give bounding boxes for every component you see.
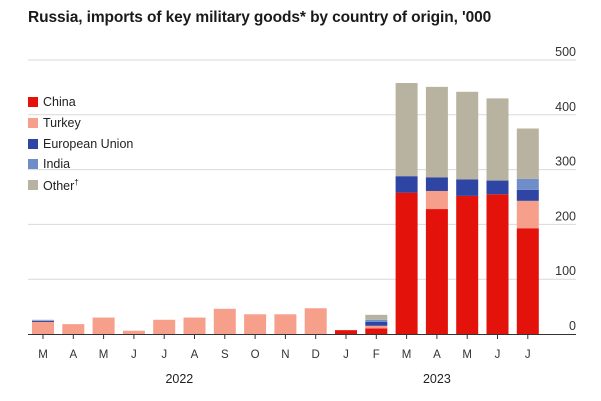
bar-segment [365, 325, 388, 329]
year-label: 2023 [423, 372, 451, 386]
legend-swatch [28, 97, 38, 108]
x-tick-label: D [312, 349, 320, 361]
x-tick-label: O [251, 349, 260, 361]
bar-segment [425, 86, 448, 178]
bar-segment [213, 308, 236, 334]
legend-swatch [28, 180, 38, 191]
x-tick-label: M [38, 349, 48, 361]
legend-label: Other† [43, 177, 79, 193]
bar-segment [425, 177, 448, 191]
x-tick-label: J [525, 349, 531, 361]
bar-segment [425, 209, 448, 334]
bar-segment [153, 319, 176, 334]
legend-swatch [28, 138, 38, 149]
bar-segment [365, 314, 388, 320]
x-tick-label: N [281, 349, 289, 361]
legend-item: China [28, 92, 133, 113]
bar-segment [32, 321, 54, 334]
x-tick-label: J [495, 349, 501, 361]
bar-segment [516, 178, 539, 190]
bar-segment [32, 319, 54, 321]
legend-label: Turkey [43, 116, 81, 131]
chart-title: Russia, imports of key military goods* b… [28, 9, 492, 26]
bar-segment [456, 179, 479, 196]
bar-segment [395, 192, 418, 334]
bar-segment [244, 314, 267, 334]
bar-segment [486, 98, 509, 181]
y-tick-label: 300 [555, 155, 576, 169]
bar-segment [395, 176, 418, 193]
bar-segment [486, 194, 509, 334]
legend-item: Other† [28, 175, 133, 196]
bar-segment [395, 83, 418, 177]
legend-item: European Union [28, 133, 133, 154]
bar-segment [425, 190, 448, 210]
y-tick-label: 0 [569, 319, 576, 333]
y-tick-label: 500 [555, 45, 576, 59]
bar-segment [92, 317, 115, 334]
bar-segment [456, 195, 479, 334]
legend: China Turkey European Union India Other† [28, 92, 133, 195]
bar-segment [274, 314, 297, 334]
bar-segment [32, 320, 54, 322]
bar-segment [62, 324, 85, 334]
legend-label: European Union [43, 136, 134, 151]
y-tick-labels: 0 100 200 300 400 500 [555, 45, 576, 333]
bar-segment [365, 319, 388, 322]
x-tick-label: J [161, 349, 167, 361]
bar-segment [486, 180, 509, 195]
x-tick-label: A [191, 349, 199, 361]
legend-item: India [28, 154, 133, 175]
bar-segment [516, 228, 539, 334]
x-axis [28, 334, 576, 339]
legend-swatch [28, 118, 38, 129]
x-tick-label: M [462, 349, 472, 361]
x-tick-label: A [433, 349, 441, 361]
bar-segment [365, 321, 388, 326]
bars [32, 83, 539, 334]
bar-segment [32, 320, 54, 321]
bar-segment [304, 308, 327, 334]
x-tick-label: S [221, 349, 229, 361]
legend-item: Turkey [28, 113, 133, 134]
x-tick-label: M [99, 349, 109, 361]
year-label: 2022 [165, 372, 193, 386]
y-tick-label: 400 [555, 100, 576, 114]
y-tick-label: 200 [555, 209, 576, 223]
y-tick-label: 100 [555, 264, 576, 278]
bar-segment [456, 91, 479, 180]
legend-label: China [43, 95, 76, 110]
bar-segment [516, 128, 539, 179]
x-tick-label: J [131, 349, 137, 361]
bar-segment [365, 328, 388, 334]
legend-swatch [28, 159, 38, 170]
x-tick-label: A [69, 349, 77, 361]
legend-label: India [43, 157, 71, 172]
year-labels: 2022 2023 [165, 372, 450, 386]
bar-segment [183, 317, 206, 334]
bar-segment [516, 189, 539, 201]
x-tick-label: F [373, 349, 380, 361]
bar-segment [122, 330, 145, 334]
bar-segment [335, 330, 357, 334]
bar-segment [516, 200, 539, 229]
x-tick-label: J [343, 349, 349, 361]
gridlines [28, 59, 576, 280]
x-tick-label: M [402, 349, 412, 361]
